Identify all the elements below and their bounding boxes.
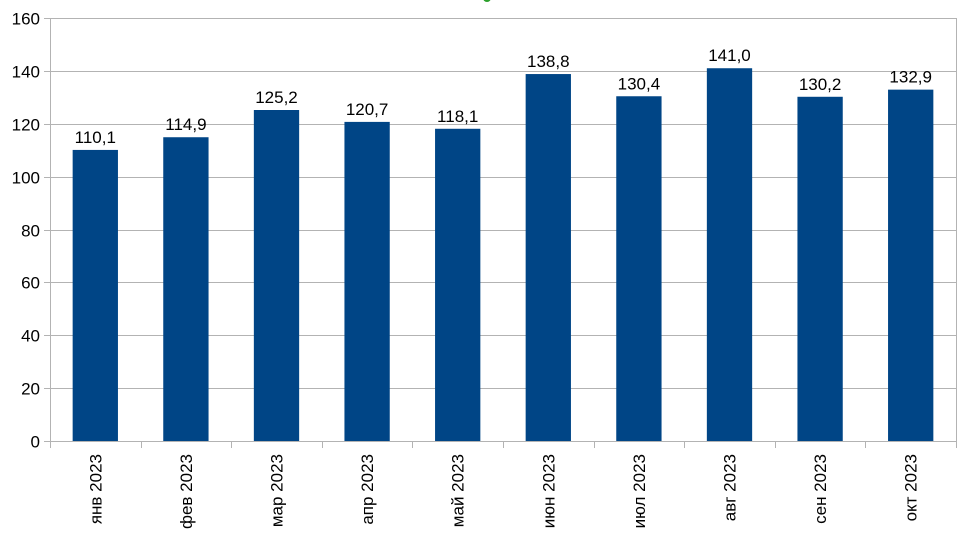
data-label: 118,1 [437,107,478,126]
bar [797,96,843,441]
bar [435,128,481,441]
data-label: 132,9 [889,68,932,87]
y-tick-label: 0 [31,433,40,452]
data-label: 114,9 [165,115,206,134]
data-label: 110,1 [75,128,116,147]
bar [525,74,571,442]
bar [344,121,390,441]
y-tick-label: 100 [12,169,40,188]
x-tick-label: май 2023 [449,454,468,527]
bar [253,110,300,441]
data-label: 130,4 [618,74,661,93]
data-label: 130,2 [799,75,842,94]
data-label: 141,0 [708,46,751,65]
y-tick-label: 140 [12,63,40,82]
x-tick-label: июл 2023 [630,454,649,528]
y-tick-label: 60 [21,274,40,293]
data-labels: 110,1 114,9 125,2 120,7 118,1 138,8 130,4 141,0… [75,46,932,147]
bar [616,96,662,441]
y-tick-label: 120 [12,116,40,135]
x-tick-label: сен 2023 [811,454,830,524]
x-tick-label: янв 2023 [86,454,105,524]
data-label: 120,7 [346,100,389,119]
x-tick-label: фев 2023 [177,454,196,529]
x-tick-label: мар 2023 [268,454,287,527]
y-tick-label: 40 [21,327,40,346]
y-tick-labels: 0 20 40 60 80 100 120 140 160 [12,10,40,452]
y-tick-label: 20 [21,380,40,399]
bar [706,68,753,441]
bar [72,149,118,441]
bar [163,137,209,441]
y-tick-label: 80 [21,222,40,241]
data-label: 138,8 [527,52,570,71]
axes [50,18,957,448]
bars [72,68,934,442]
x-tick-label: июн 2023 [539,454,558,528]
bar [888,89,934,441]
y-tick-label: 160 [12,10,40,29]
data-label: 125,2 [255,88,298,107]
x-tick-label: окт 2023 [902,454,921,521]
title-mark [483,0,491,2]
x-tick-label: авг 2023 [721,454,740,521]
x-tick-label: апр 2023 [358,454,377,525]
x-tick-labels: янв 2023 фев 2023 мар 2023 апр 2023 май 2023… [86,454,920,529]
